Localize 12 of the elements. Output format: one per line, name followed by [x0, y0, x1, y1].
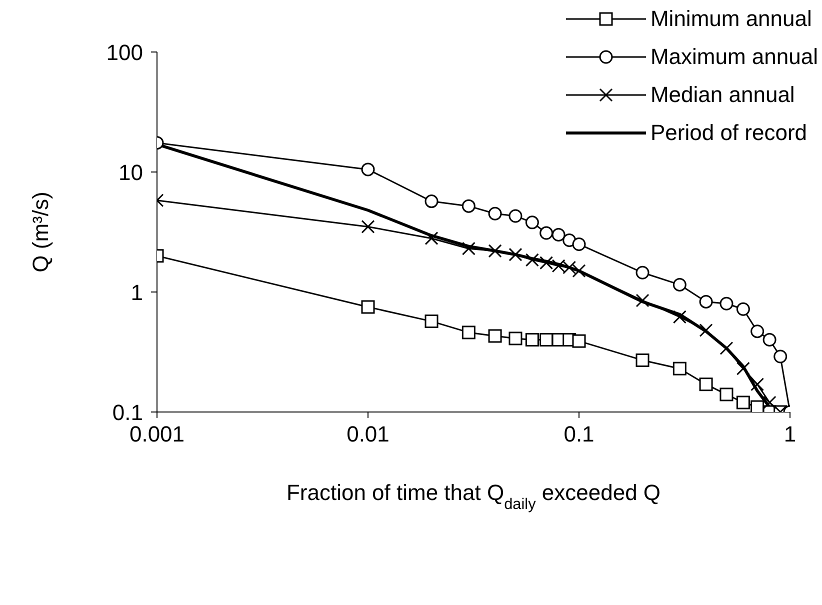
legend-label: Minimum annual	[650, 6, 812, 32]
x-tick-label: 1	[784, 422, 796, 447]
x-axis-title: Fraction of time that Q$_{daily}$ exceeded Q	[286, 480, 661, 512]
y-tick-label: 100	[106, 40, 143, 65]
legend-label: Median annual	[650, 82, 795, 108]
y-tick-label: 1	[130, 280, 143, 305]
x-tick-label: 0.1	[564, 422, 594, 447]
y-tick-label: 10	[118, 160, 143, 185]
legend-label: Period of record	[650, 120, 808, 146]
legend-label: Maximum annual	[650, 44, 818, 70]
x-tick-label: 0.01	[346, 422, 390, 447]
y-axis-title: Q (m³/s)	[28, 192, 53, 272]
